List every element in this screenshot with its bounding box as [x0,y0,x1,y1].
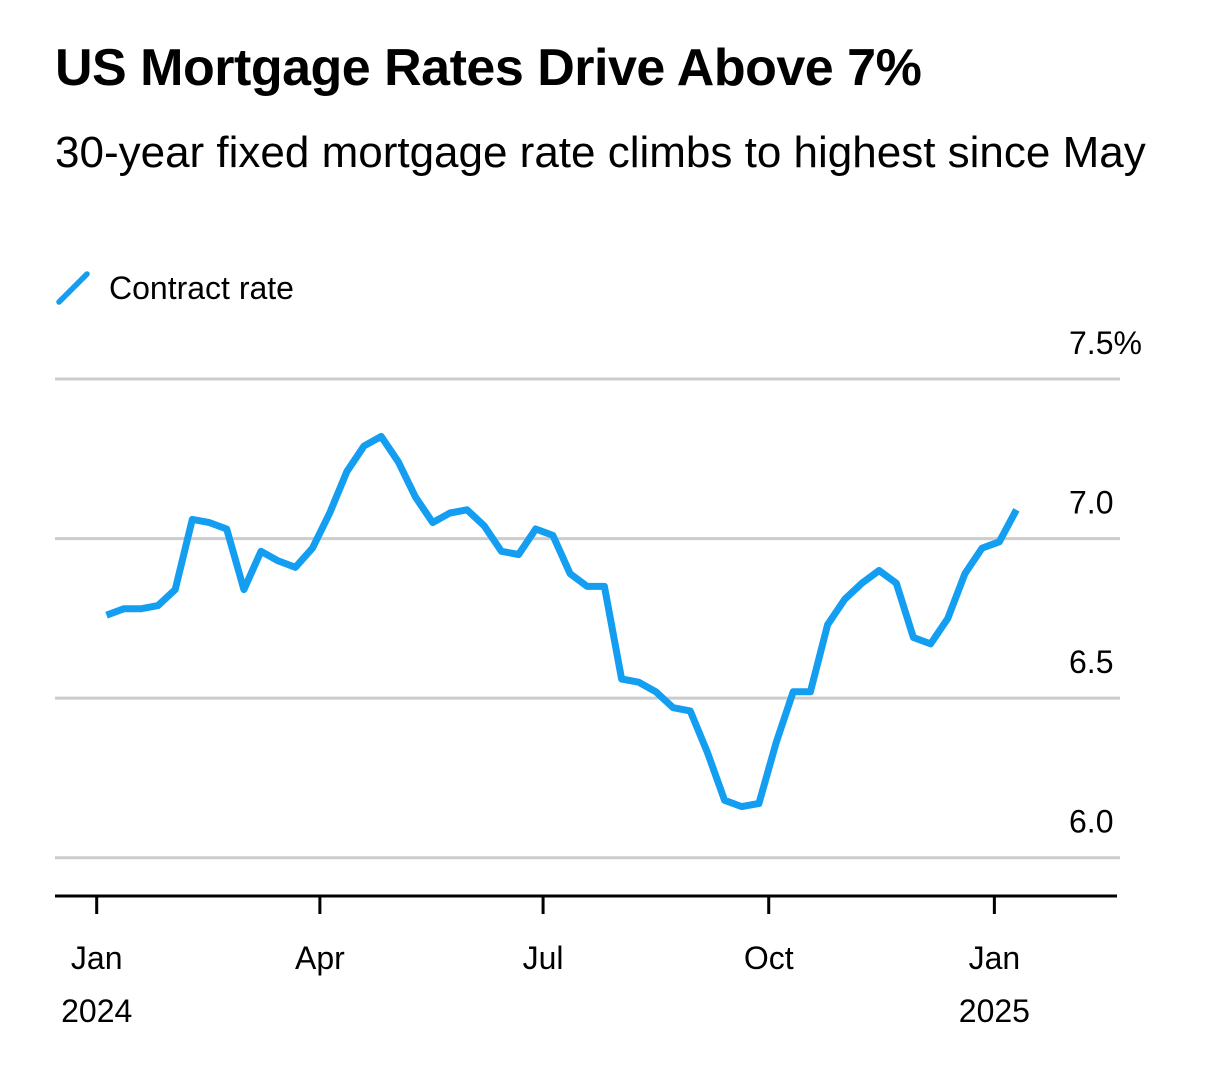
data-point [103,612,110,619]
data-point [790,688,797,695]
x-tick-label: Jul [523,940,564,976]
x-tick-year-label: 2025 [959,993,1030,1029]
x-tick-label: Apr [295,940,345,976]
data-point [652,688,659,695]
data-point [773,739,780,746]
data-point [240,586,247,593]
data-point [378,433,385,440]
data-point [464,506,471,513]
data-point [687,707,694,714]
data-point [223,526,230,533]
data-point [876,567,883,574]
x-tick-year-label: 2024 [61,993,132,1029]
data-point [944,615,951,622]
data-point [755,800,762,807]
data-point [326,510,333,517]
data-point [137,605,144,612]
data-point [841,596,848,603]
data-point [721,797,728,804]
data-point [567,570,574,577]
data-point [618,676,625,683]
data-point [807,688,814,695]
data-point [120,605,127,612]
data-point [910,634,917,641]
data-point [584,583,591,590]
data-point [670,704,677,711]
data-point [172,586,179,593]
data-point [961,570,968,577]
data-point [275,557,282,564]
data-point [481,522,488,529]
data-point [979,545,986,552]
x-tick-label: Jan [71,940,123,976]
y-tick-label: 6.5 [1069,644,1113,680]
data-point [446,510,453,517]
data-point [395,459,402,466]
data-point [635,679,642,686]
data-point [549,532,556,539]
data-point [515,551,522,558]
data-point [927,640,934,647]
data-point [824,621,831,628]
data-point [258,548,265,555]
data-point [429,519,436,526]
data-point [292,564,299,571]
data-point [532,526,539,533]
data-point [893,580,900,587]
data-point [309,545,316,552]
data-point [206,519,213,526]
data-point [601,583,608,590]
data-point [858,580,865,587]
data-point [412,494,419,501]
legend: Contract rate [55,266,294,310]
data-point [1013,506,1020,513]
chart-title: US Mortgage Rates Drive Above 7% [55,39,922,97]
y-tick-label: 7.5% [1069,325,1142,361]
x-tick-label: Oct [744,940,794,976]
legend-label-contract-rate: Contract rate [109,270,294,306]
data-point [189,516,196,523]
series-line-contract-rate [105,432,1020,811]
legend-swatch-contract-rate [56,271,90,305]
x-tick-label: Jan [969,940,1021,976]
data-point [498,548,505,555]
data-point [738,803,745,810]
y-tick-label: 6.0 [1069,804,1113,840]
data-point [996,538,1003,545]
data-point [343,468,350,475]
data-point [155,602,162,609]
chart-subtitle: 30-year fixed mortgage rate climbs to hi… [55,128,1146,177]
data-point [361,443,368,450]
data-point [704,749,711,756]
y-tick-label: 7.0 [1069,485,1113,521]
